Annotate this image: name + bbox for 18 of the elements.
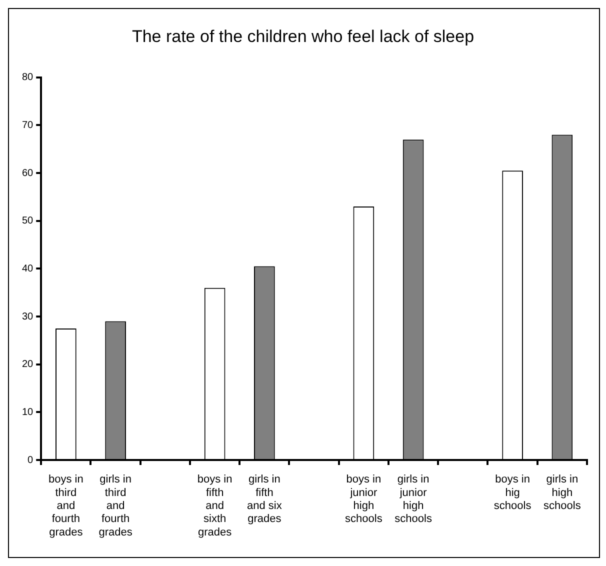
- x-tick-label: boys in hig schools: [494, 474, 532, 512]
- y-tick-label: 60: [22, 168, 34, 179]
- y-tick-label: 50: [22, 216, 34, 227]
- chart-title: The rate of the children who feel lack of sleep: [132, 26, 474, 46]
- y-tick-label: 0: [28, 454, 34, 466]
- x-tick-label: boys in junior high schools: [345, 474, 383, 526]
- y-tick-label: 40: [22, 263, 34, 274]
- x-tick-label: girls in high schools: [544, 474, 582, 512]
- x-tick-label: girls in third and fourth grades: [98, 474, 133, 538]
- x-tick-label: girls in fifth and six grades: [247, 474, 282, 526]
- y-tick-label: 80: [22, 72, 34, 84]
- x-tick-label: boys in third and fourth grades: [48, 474, 84, 538]
- y-tick-label: 10: [22, 406, 34, 418]
- y-tick-label: 70: [22, 120, 34, 131]
- y-tick-label: 20: [22, 359, 34, 370]
- y-tick-label: 30: [22, 311, 34, 322]
- x-tick-label: boys in fifth and sixth grades: [197, 474, 232, 538]
- x-tick-label: girls in junior high schools: [394, 474, 432, 526]
